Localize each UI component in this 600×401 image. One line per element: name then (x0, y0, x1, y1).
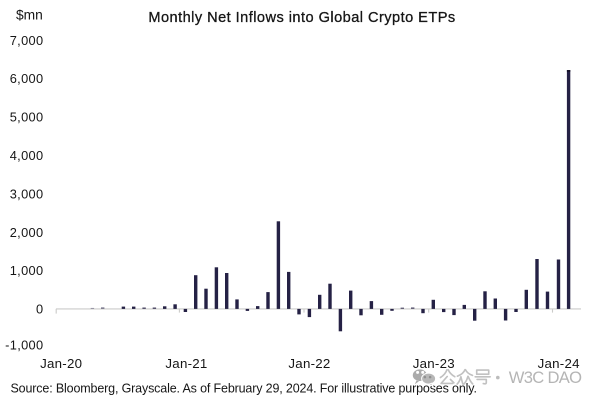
svg-text:Jan-22: Jan-22 (288, 356, 330, 371)
svg-text:4,000: 4,000 (10, 148, 44, 163)
svg-text:3,000: 3,000 (10, 186, 44, 201)
svg-text:Jan-21: Jan-21 (165, 356, 207, 371)
svg-text:7,000: 7,000 (10, 33, 44, 48)
svg-text:Monthly Net Inflows into Globa: Monthly Net Inflows into Global Crypto E… (148, 10, 455, 26)
svg-text:2,000: 2,000 (10, 225, 44, 240)
svg-text:-1,000: -1,000 (5, 338, 43, 353)
svg-text:6,000: 6,000 (10, 71, 44, 86)
svg-text:Jan-24: Jan-24 (538, 356, 580, 371)
svg-text:5,000: 5,000 (10, 110, 44, 125)
svg-text:Jan-23: Jan-23 (413, 356, 455, 371)
svg-text:$mn: $mn (16, 8, 43, 23)
svg-text:Jan-20: Jan-20 (40, 356, 82, 371)
svg-text:1,000: 1,000 (10, 263, 44, 278)
svg-text:Source: Bloomberg, Grayscale.: Source: Bloomberg, Grayscale. As of Febr… (11, 382, 477, 396)
svg-text:0: 0 (36, 302, 43, 317)
svg-text:W3C DAO: W3C DAO (509, 368, 582, 387)
